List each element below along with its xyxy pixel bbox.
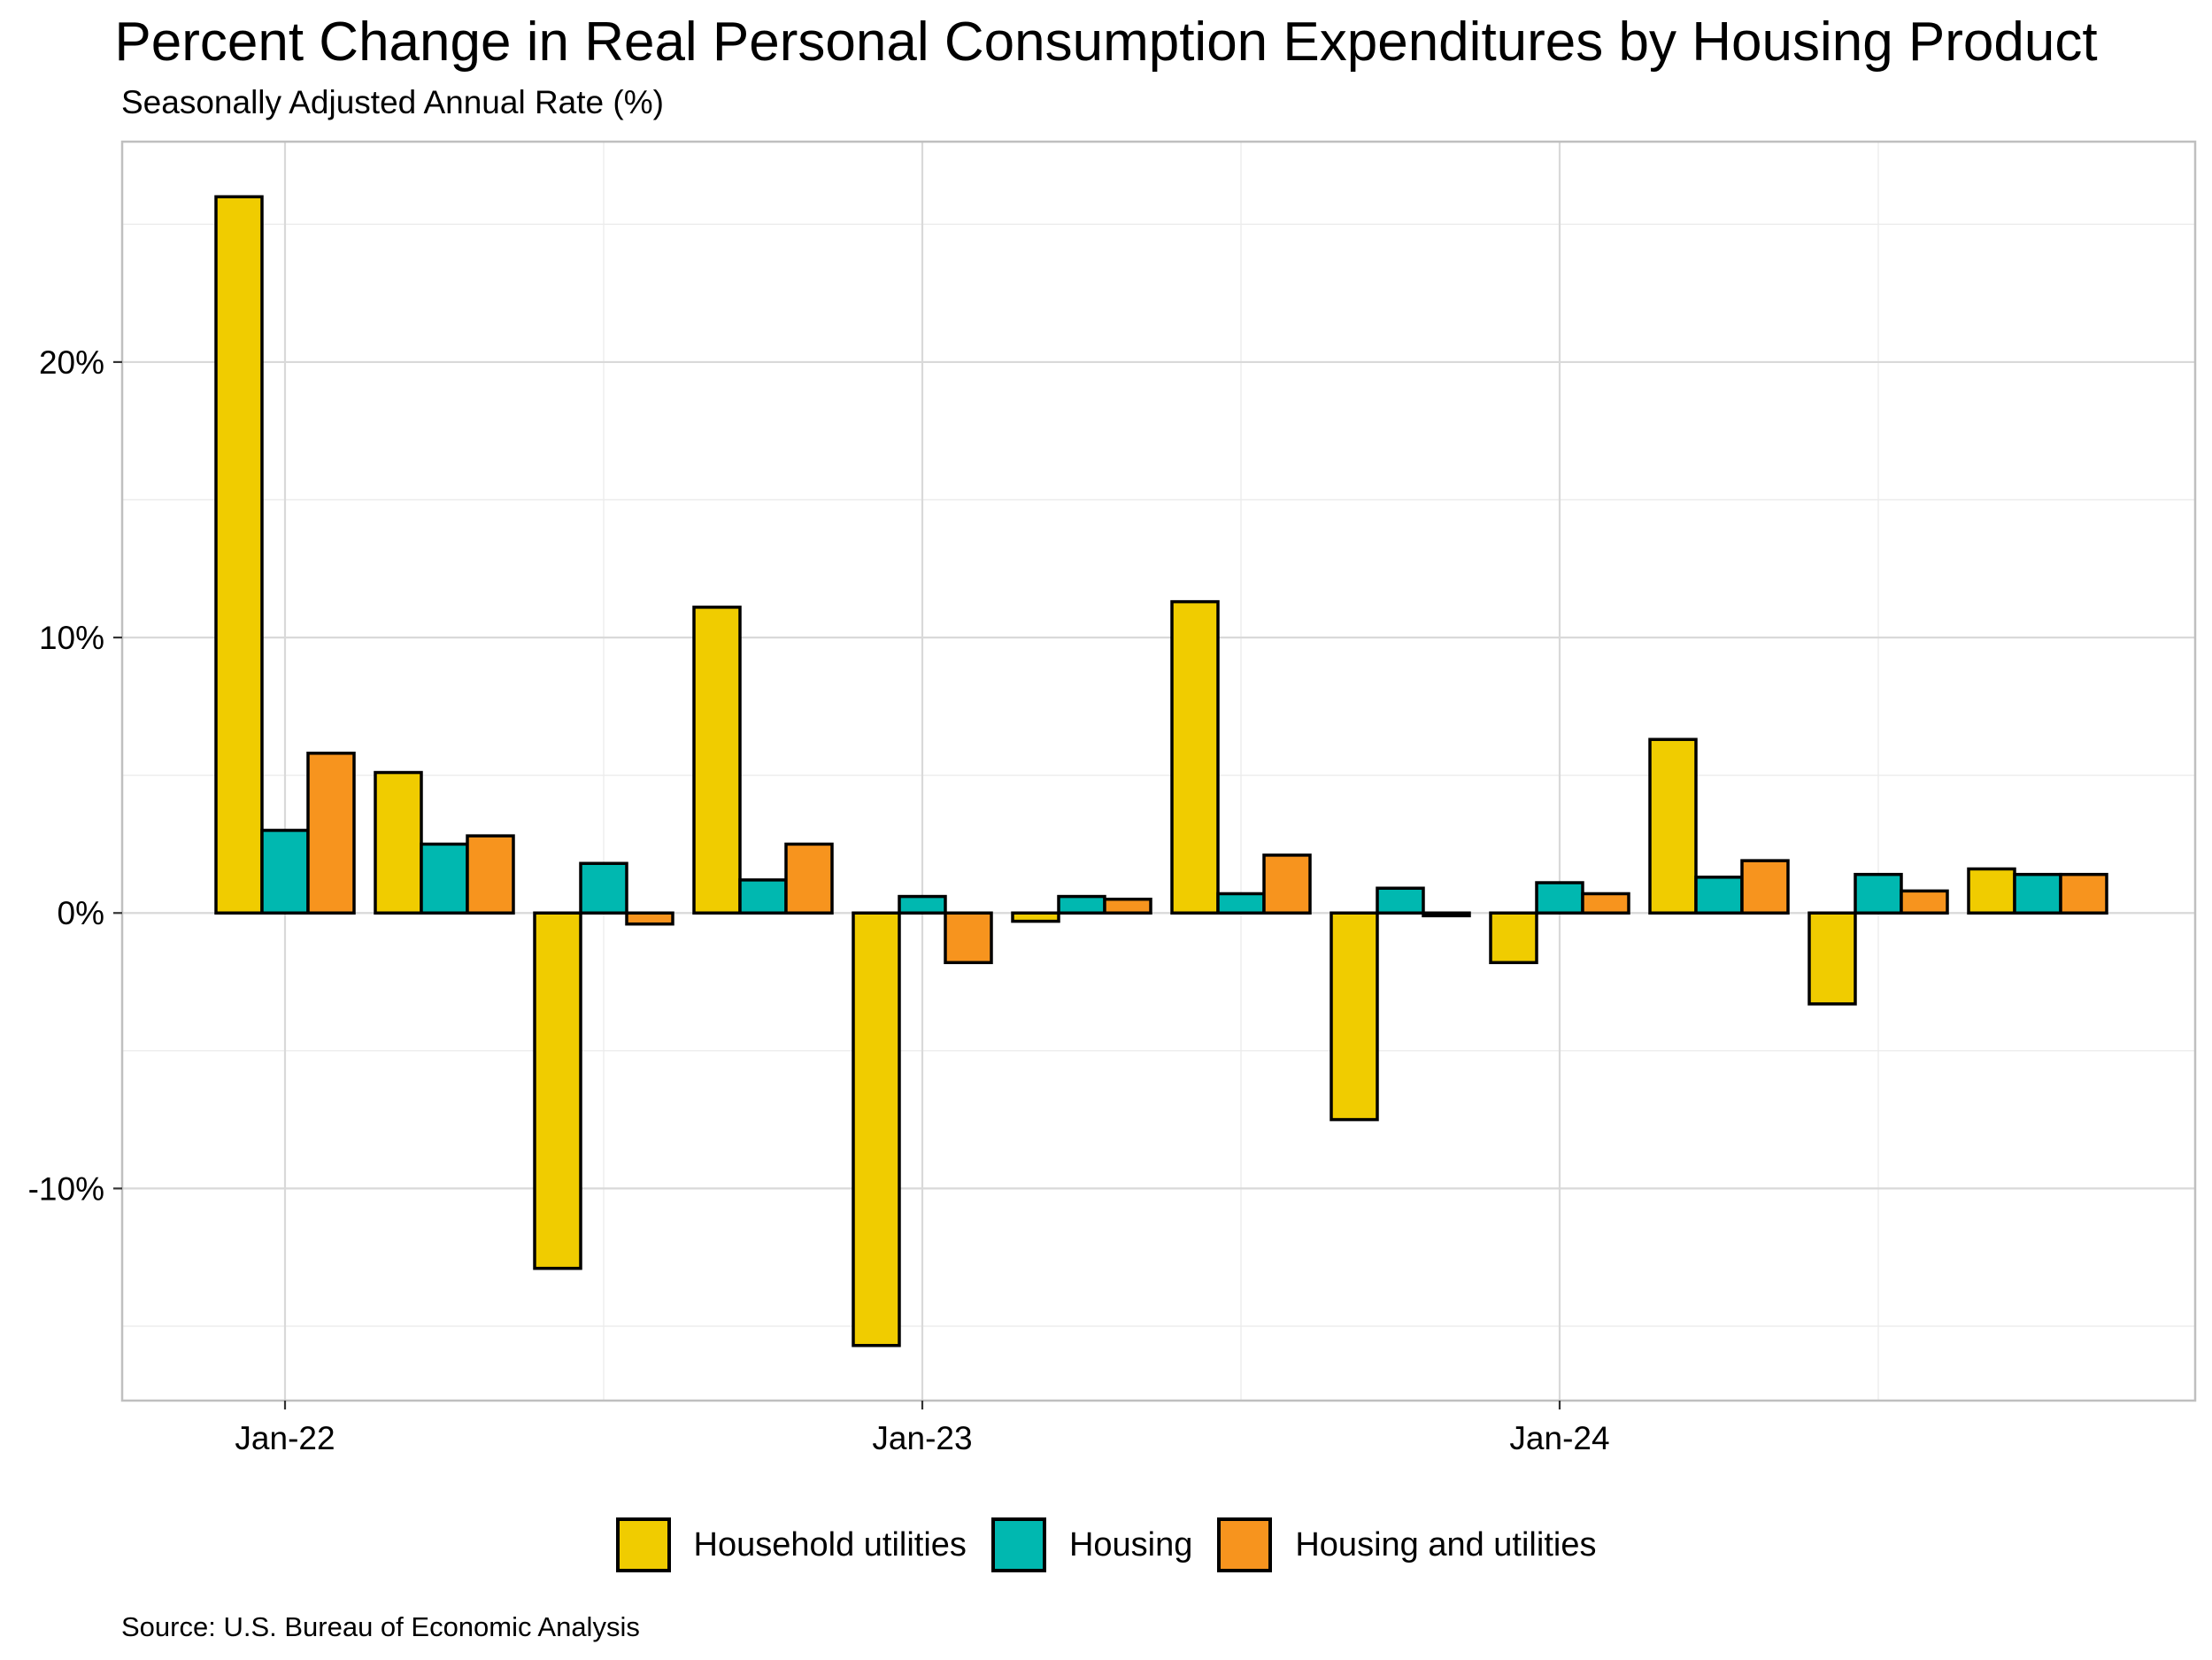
y-tick-label: 10% <box>39 620 104 656</box>
y-tick-label: 20% <box>39 344 104 381</box>
bar <box>466 834 515 915</box>
bar <box>1694 876 1744 915</box>
bar <box>1535 881 1584 915</box>
y-axis: -10% 0% 10% 20% <box>28 344 122 1207</box>
chart-title: Percent Change in Real Personal Consumpt… <box>114 12 2098 73</box>
legend-item: Housing and utilities <box>1217 1517 1596 1572</box>
bar <box>692 606 742 915</box>
plot-panel <box>122 142 2195 1401</box>
chart-subtitle: Seasonally Adjusted Annual Rate (%) <box>121 84 664 120</box>
bar <box>1648 737 1698 915</box>
bar <box>1967 867 2016 915</box>
legend: Household utilities Housing Housing and ut… <box>0 1509 2212 1580</box>
bar <box>420 842 469 915</box>
legend-label: Household utilities <box>693 1525 967 1563</box>
bar <box>1740 859 1790 915</box>
x-axis: Jan-22 Jan-23 Jan-24 <box>235 1401 1610 1456</box>
legend-item: Housing <box>990 1517 1193 1572</box>
legend-swatch <box>990 1517 1046 1572</box>
bar <box>306 752 356 915</box>
bar <box>1489 911 1538 965</box>
plot-border <box>120 140 2197 1402</box>
legend-item: Household utilities <box>615 1517 967 1572</box>
bar <box>1854 872 1903 915</box>
legend-swatch <box>1217 1517 1273 1572</box>
x-tick-label: Jan-24 <box>1509 1420 1609 1456</box>
bar <box>1581 892 1630 915</box>
bar <box>1807 911 1857 1006</box>
bar <box>1262 853 1312 915</box>
legend-label: Housing and utilities <box>1295 1525 1597 1563</box>
bar <box>1376 886 1425 915</box>
bar <box>1422 911 1471 918</box>
legend-label: Housing <box>1068 1525 1193 1563</box>
bar <box>944 911 993 965</box>
bar <box>1011 911 1060 923</box>
bar <box>214 195 264 915</box>
minor-gridlines <box>122 142 2195 1401</box>
bar <box>1057 894 1106 915</box>
bar <box>2059 872 2108 915</box>
y-tick-label: -10% <box>28 1170 104 1207</box>
bar <box>260 829 310 915</box>
bar <box>374 770 423 915</box>
bar <box>738 878 788 915</box>
bar <box>1900 889 1949 915</box>
bar <box>625 911 674 926</box>
bar <box>898 894 947 915</box>
bar <box>2013 872 2062 915</box>
bar <box>1330 911 1379 1122</box>
bar <box>784 842 834 915</box>
source-note: Source: U.S. Bureau of Economic Analysis <box>121 1611 640 1642</box>
bar <box>533 911 582 1270</box>
bar <box>1170 599 1220 915</box>
bar <box>579 861 628 915</box>
x-tick-label: Jan-22 <box>235 1420 335 1456</box>
bar <box>852 911 901 1347</box>
major-gridlines <box>122 142 2195 1401</box>
y-tick-label: 0% <box>58 895 104 931</box>
x-tick-label: Jan-23 <box>872 1420 972 1456</box>
bars-layer <box>214 195 2108 1347</box>
bar <box>1216 892 1266 915</box>
bar <box>1103 897 1152 915</box>
legend-swatch <box>615 1517 671 1572</box>
